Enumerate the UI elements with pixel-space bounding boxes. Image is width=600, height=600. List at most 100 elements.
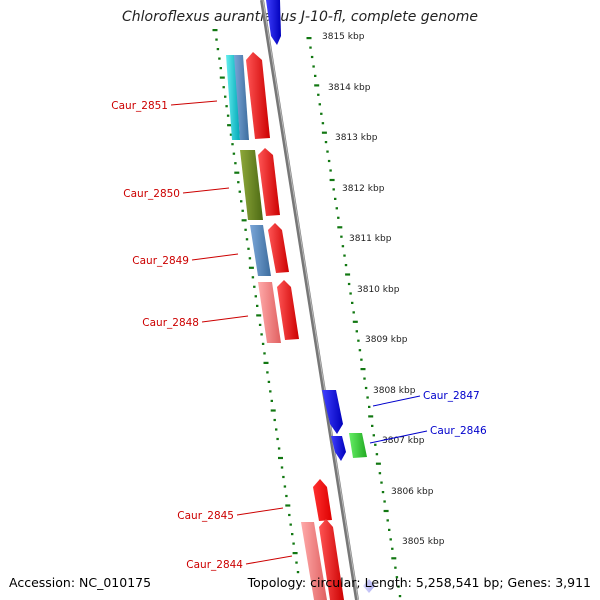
right-track-dot [337,216,340,219]
right-track-dot [340,235,343,238]
left-track-dot [216,48,220,51]
gene-label-caur-2844[interactable]: Caur_2844 [186,559,243,571]
right-track-dot [345,273,351,276]
left-track-dot [270,399,273,402]
gene-label-caur-2850[interactable]: Caur_2850 [123,188,180,200]
left-track-dot [263,352,266,355]
topology-stats-text: Topology: circular; Length: 5,258,541 bp… [247,575,591,590]
left-track-dot [240,200,243,203]
gene-features [226,0,375,600]
right-track-dot [341,245,345,248]
left-track-dot [212,29,218,32]
right-track-dot [381,491,385,494]
feature-top-blue[interactable] [266,0,281,45]
gene-label-caur-2845[interactable]: Caur_2845 [177,510,234,522]
left-track-dot [234,162,237,165]
right-track-dot [329,178,335,182]
left-track-dot [234,171,240,174]
left-track-dot [238,190,241,193]
left-track-dot [296,571,300,574]
left-track-dot [222,86,225,89]
right-track-dot [351,301,354,304]
feature-caur-2845[interactable] [313,479,332,521]
scale-label-3806: 3806 kbp [391,487,434,497]
right-track-dot [375,462,381,465]
left-track-dot [278,456,283,460]
backbone-line [260,0,359,600]
right-track-dot [366,396,369,399]
gene-label-caur-2851[interactable]: Caur_2851 [111,100,168,112]
feature-caur-2848[interactable] [258,280,299,343]
right-track-dot [347,282,351,286]
scale-label-3811: 3811 kbp [349,234,392,244]
gene-label-caur-2846[interactable]: Caur_2846 [430,425,487,437]
feature-caur-2844[interactable] [301,519,344,600]
left-track-dot [218,57,221,60]
right-track-dot [394,566,397,569]
right-track-dot [357,339,360,342]
left-track-dot [280,466,284,469]
scale-label-3813: 3813 kbp [335,133,378,143]
feature-caur-2846[interactable] [331,433,367,461]
left-track-dot [219,67,222,70]
right-track-dot [349,292,352,295]
gene-label-caur-2847[interactable]: Caur_2847 [423,390,480,402]
feature-caur-2849[interactable] [250,223,289,276]
right-track-dot [363,377,366,380]
right-track-dot [309,46,312,49]
feature-caur-2851[interactable] [226,52,270,140]
right-track-dot [380,481,383,484]
left-track-dot [241,209,244,212]
scale-label-3810: 3810 kbp [357,285,400,295]
right-track-dot [312,65,315,68]
left-track-dot [275,428,278,431]
right-track-dot [364,386,368,390]
scale-labels: 3815 kbp 3814 kbp 3813 kbp 3812 kbp 3811… [322,32,445,547]
left-track-dot [283,485,287,488]
left-track-dot [288,513,291,517]
right-track-dot [310,55,314,59]
right-track-dot [391,547,394,550]
right-track-dot [371,424,374,427]
left-track-dot [237,181,240,184]
right-track-dot [314,84,320,87]
left-track-dot [270,409,276,412]
gene-label-caur-2849[interactable]: Caur_2849 [132,255,189,267]
scale-label-3814: 3814 kbp [328,83,371,93]
gc-skew-dots-left [212,29,300,574]
left-track-dot [245,238,249,241]
scale-label-3808: 3808 kbp [373,386,416,396]
leader-caur-2849 [191,253,239,261]
left-track-dot [289,523,292,526]
right-track-dot [352,311,355,314]
right-track-dot [368,405,371,408]
feature-caur-2850[interactable] [240,148,280,220]
left-track-dot [227,124,233,127]
left-track-dot [260,333,263,336]
left-track-dot [244,228,247,231]
leader-caur-2846 [369,430,428,444]
backbone-highlight [262,0,359,600]
right-track-dot [318,103,321,106]
right-track-dot [335,207,338,210]
left-track-dot [256,304,259,307]
right-track-dot [374,443,377,446]
right-track-dot [375,453,379,456]
right-track-dot [389,538,392,541]
feature-caur-2847[interactable] [322,390,343,434]
right-track-dot [334,197,337,200]
feature-bottom-lavender[interactable] [363,579,375,593]
left-track-dot [292,542,295,545]
left-track-dot [226,114,230,117]
gene-label-caur-2848[interactable]: Caur_2848 [142,317,199,329]
right-track-dot [337,226,343,229]
left-track-dot [276,437,279,441]
right-track-dot [398,595,402,598]
gc-skew-dots-right [306,37,402,598]
leader-caur-2844 [245,555,293,565]
right-track-dot [314,74,317,77]
left-track-dot [285,494,288,498]
right-track-dot [358,349,362,352]
left-track-dot [247,247,250,250]
